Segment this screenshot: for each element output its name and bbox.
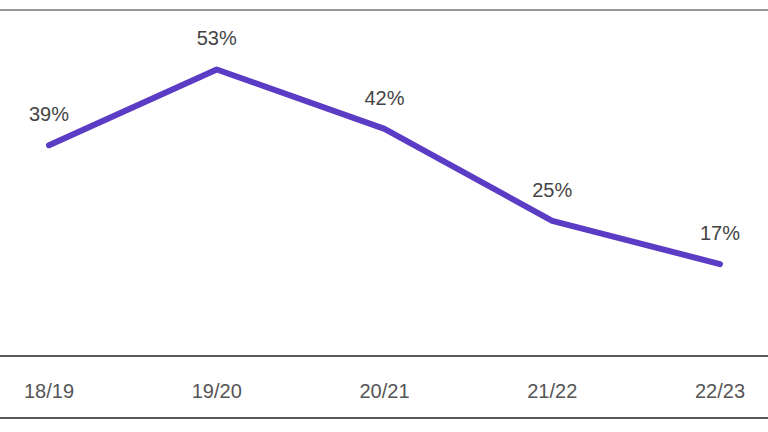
data-label: 42% [364,87,404,109]
plot-area [49,69,720,264]
x-tick-label: 19/20 [192,380,242,402]
page: {"chart_data": {"type": "line", "categor… [0,0,768,432]
y-range-top-line [0,10,768,11]
x-tick-label: 21/22 [527,380,577,402]
x-tick-label: 18/19 [24,380,74,402]
data-label: 53% [197,27,237,49]
data-label: 39% [29,103,69,125]
bottom-border [0,417,768,419]
x-axis-line [0,355,768,357]
data-label: 17% [700,222,740,244]
data-label: 25% [532,179,572,201]
x-tick-label: 20/21 [359,380,409,402]
x-tick-label: 22/23 [695,380,745,402]
series-line [49,69,720,264]
chart-container: 39% 53% 42% 25% 17% 18/19 19/20 20/21 21/22 22/23 [0,0,768,432]
chart-svg: 39% 53% 42% 25% 17% 18/19 19/20 20/21 21/22 22/23 [0,0,768,432]
